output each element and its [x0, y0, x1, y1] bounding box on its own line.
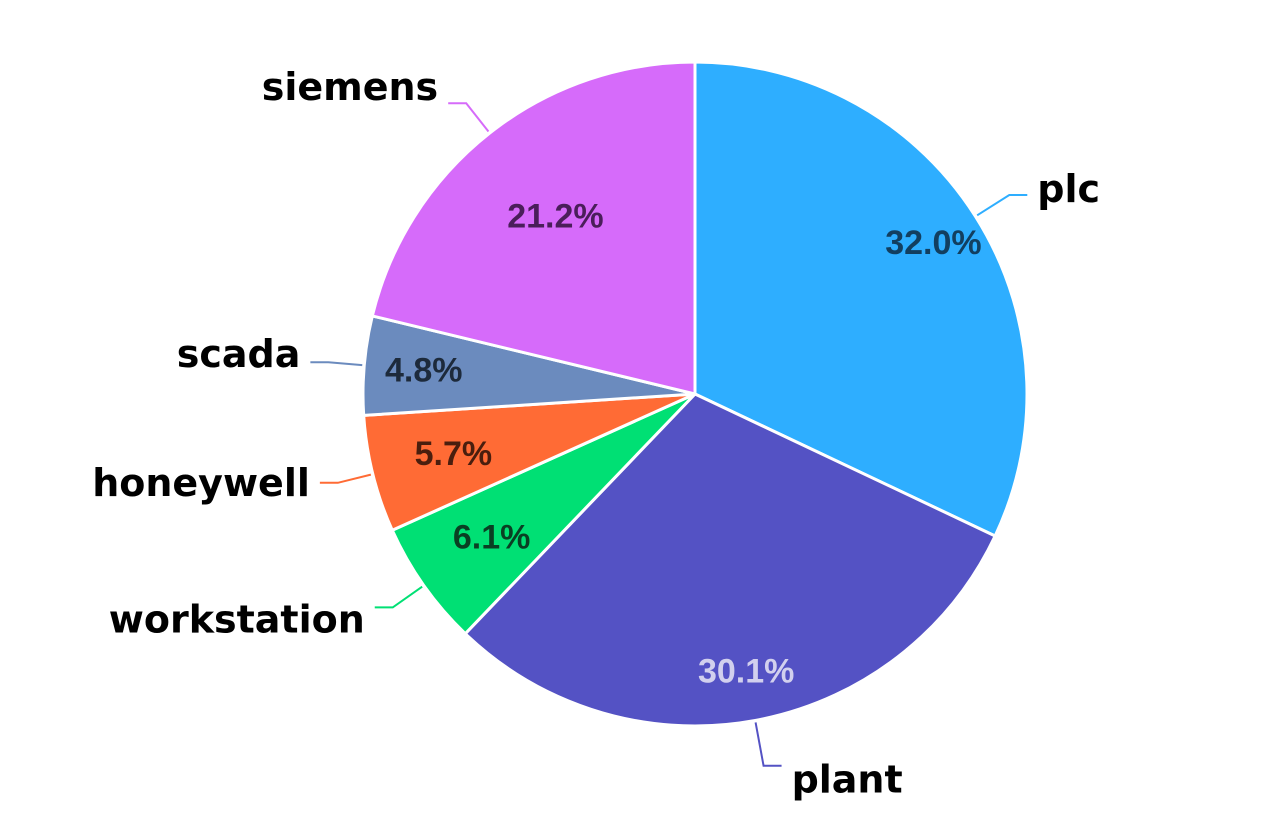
category-label-plant: plant: [792, 758, 903, 802]
leader-line-workstation: [374, 585, 423, 609]
slice-value-label-plc: 32.0%: [885, 224, 981, 262]
percentage-labels: 32.0% 30.1% 6.1% 5.7% 4.8% 21.2%: [385, 198, 982, 691]
category-label-plc: plc: [1037, 167, 1100, 211]
category-label-honeywell: honeywell: [92, 461, 310, 505]
leader-line-plc: [976, 193, 1028, 217]
slice-value-label-siemens: 21.2%: [507, 198, 603, 236]
category-label-workstation: workstation: [109, 597, 365, 641]
leader-line-honeywell: [319, 473, 372, 484]
slice-value-label-workstation: 6.1%: [453, 519, 531, 557]
leader-lines: [310, 102, 1028, 767]
leader-line-scada: [310, 361, 363, 367]
pie-slice-plc: [693, 60, 1029, 538]
slice-value-label-honeywell: 5.7%: [415, 435, 493, 473]
leader-line-plant: [754, 722, 782, 767]
category-label-siemens: siemens: [262, 65, 438, 109]
pie-slice-siemens: [370, 60, 697, 396]
pie-slices: [361, 60, 1029, 728]
pie-slice-workstation: [390, 392, 697, 636]
category-label-scada: scada: [177, 332, 301, 376]
pie-slice-plant: [463, 392, 997, 728]
slice-value-label-scada: 4.8%: [385, 351, 463, 389]
leader-line-siemens: [448, 102, 490, 133]
category-labels: plc plant workstation honeywell scada siemens: [92, 65, 1100, 802]
slice-value-label-plant: 30.1%: [698, 653, 794, 691]
